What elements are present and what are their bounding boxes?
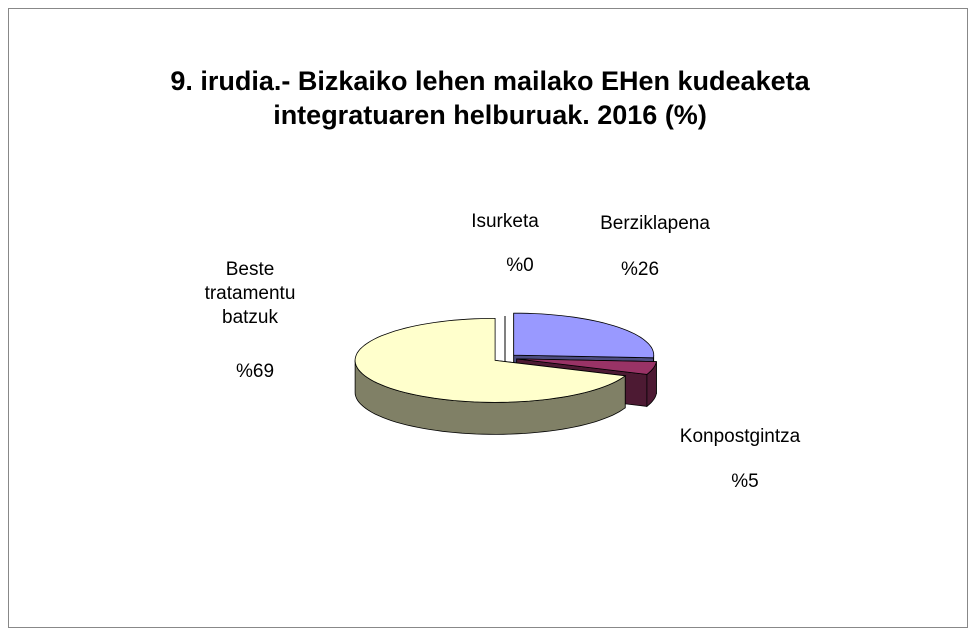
chart-title: 9. irudia.- Bizkaiko lehen mailako EHen … <box>90 64 890 132</box>
category-label: Berziklapena <box>570 212 740 236</box>
category-label: Konpostgintza <box>650 425 830 449</box>
value-label: %69 <box>215 360 295 384</box>
pie-slice <box>514 313 654 358</box>
page: 9. irudia.- Bizkaiko lehen mailako EHen … <box>0 0 978 609</box>
value-label: %26 <box>600 258 680 282</box>
category-label: Beste tratamentu batzuk <box>190 258 310 330</box>
value-label: %0 <box>480 254 560 278</box>
value-label: %5 <box>705 470 785 494</box>
category-label: Isurketa <box>450 210 560 234</box>
